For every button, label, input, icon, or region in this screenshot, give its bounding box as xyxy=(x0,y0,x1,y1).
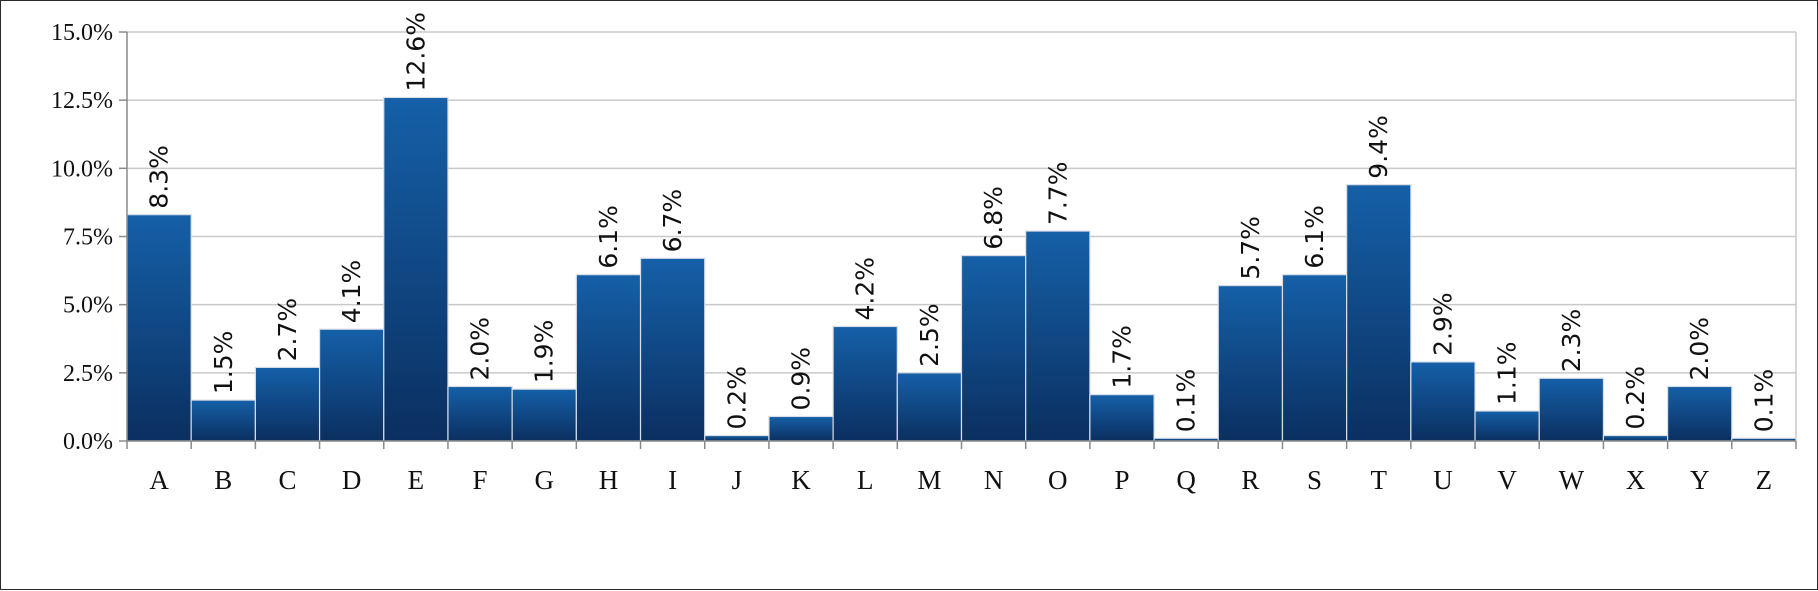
data-label-z: 0.1% xyxy=(1749,369,1778,433)
category-label-w: W xyxy=(1559,465,1585,495)
data-label-q: 0.1% xyxy=(1172,369,1201,433)
category-label-p: P xyxy=(1114,465,1129,495)
bar-u xyxy=(1410,361,1476,442)
bar-y xyxy=(1667,385,1733,442)
y-tick-label: 7.5% xyxy=(63,225,113,251)
bar-w xyxy=(1538,377,1605,442)
category-label-z: Z xyxy=(1756,465,1773,495)
y-tick-label: 15.0% xyxy=(51,20,113,46)
bar-v xyxy=(1474,410,1540,442)
bar-l xyxy=(832,325,898,442)
bar-o xyxy=(1025,230,1091,442)
data-label-a: 8.3% xyxy=(145,145,174,209)
bar-r xyxy=(1217,284,1284,442)
data-label-g: 1.9% xyxy=(530,320,559,384)
bar-k xyxy=(768,415,834,442)
data-label-x: 0.2% xyxy=(1621,366,1650,430)
y-tick-label: 12.5% xyxy=(51,88,113,114)
data-label-e: 12.6% xyxy=(401,12,430,91)
data-label-k: 0.9% xyxy=(787,347,816,411)
data-label-j: 0.2% xyxy=(722,366,751,430)
bar-p xyxy=(1089,394,1155,442)
category-label-y: Y xyxy=(1690,465,1710,495)
bar-m xyxy=(896,372,963,442)
data-label-n: 6.8% xyxy=(979,186,1008,250)
data-label-s: 6.1% xyxy=(1300,205,1329,269)
bar-g xyxy=(511,388,577,442)
data-label-y: 2.0% xyxy=(1685,317,1714,381)
bar-f xyxy=(447,385,513,442)
category-label-t: T xyxy=(1371,465,1388,495)
y-tick-label: 0.0% xyxy=(63,429,113,455)
category-label-v: V xyxy=(1497,465,1517,495)
data-label-l: 4.2% xyxy=(851,257,880,321)
data-label-h: 6.1% xyxy=(594,205,623,269)
category-label-u: U xyxy=(1433,465,1453,495)
axes xyxy=(119,31,1797,449)
category-label-g: G xyxy=(535,465,555,495)
bar-s xyxy=(1281,274,1348,442)
category-label-o: O xyxy=(1048,465,1068,495)
data-label-d: 4.1% xyxy=(337,260,366,324)
data-label-w: 2.3% xyxy=(1557,309,1586,373)
data-label-f: 2.0% xyxy=(466,317,495,381)
bars xyxy=(126,96,1797,442)
data-label-t: 9.4% xyxy=(1364,115,1393,179)
category-label-h: H xyxy=(599,465,619,495)
category-label-d: D xyxy=(342,465,362,495)
data-label-m: 2.5% xyxy=(915,303,944,367)
data-label-r: 5.7% xyxy=(1236,216,1265,280)
bar-a xyxy=(126,214,192,442)
category-label-i: I xyxy=(668,465,677,495)
data-labels: 8.3% 1.5% 2.7% 4.1% 12.6% 2.0% 1.9% 6.1% 6.7% 0.2… xyxy=(145,12,1779,432)
category-label-q: Q xyxy=(1176,465,1196,495)
category-label-b: B xyxy=(214,465,232,495)
category-label-r: R xyxy=(1241,465,1259,495)
category-label-j: J xyxy=(732,465,743,495)
data-label-b: 1.5% xyxy=(209,331,238,395)
bar-t xyxy=(1346,184,1412,442)
category-label-f: F xyxy=(473,465,488,495)
data-label-u: 2.9% xyxy=(1428,292,1457,356)
bar-n xyxy=(960,254,1027,442)
y-tick-label: 5.0% xyxy=(63,293,113,319)
y-tick-label: 10.0% xyxy=(51,156,113,182)
bar-d xyxy=(318,328,385,442)
bar-x xyxy=(1602,434,1669,442)
category-label-s: S xyxy=(1307,465,1322,495)
bar-i xyxy=(639,257,706,442)
y-tick-label: 2.5% xyxy=(63,361,113,387)
category-label-m: M xyxy=(917,465,941,495)
category-labels: A B C D E F G H I J K L M N O P Q R S T U V W X Y Z xyxy=(149,465,1772,495)
category-label-l: L xyxy=(857,465,874,495)
bar-h xyxy=(575,274,642,442)
category-label-n: N xyxy=(984,465,1004,495)
data-label-o: 7.7% xyxy=(1043,162,1072,226)
category-label-a: A xyxy=(149,465,169,495)
category-label-x: X xyxy=(1626,465,1646,495)
bar-b xyxy=(190,399,256,442)
bar-e xyxy=(383,96,449,442)
bar-j xyxy=(704,434,770,442)
data-label-i: 6.7% xyxy=(658,189,687,253)
data-label-p: 1.7% xyxy=(1107,325,1136,389)
category-label-c: C xyxy=(278,465,296,495)
data-label-c: 2.7% xyxy=(273,298,302,362)
category-label-k: K xyxy=(791,465,811,495)
category-label-e: E xyxy=(408,465,425,495)
y-tick-labels: 0.0% 2.5% 5.0% 7.5% 10.0% 12.5% 15.0% xyxy=(51,20,113,455)
data-label-v: 1.1% xyxy=(1493,341,1522,405)
bar-c xyxy=(254,366,321,442)
